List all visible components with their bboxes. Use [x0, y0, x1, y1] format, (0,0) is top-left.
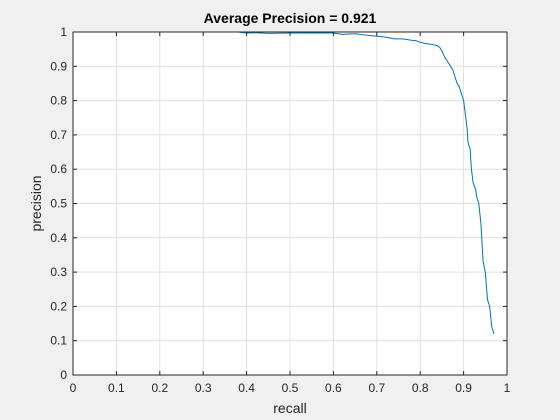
x-tick-label: 0.7 — [368, 381, 385, 395]
y-tick-label: 0.7 — [50, 128, 67, 142]
y-tick-label: 0.6 — [50, 162, 67, 176]
x-tick-label: 0.9 — [455, 381, 472, 395]
y-tick-label: 0.8 — [50, 94, 67, 108]
x-tick-label: 0.3 — [195, 381, 212, 395]
x-tick-label: 0.2 — [151, 381, 168, 395]
precision-recall-line — [73, 31, 495, 334]
y-tick-label: 0 — [60, 368, 67, 382]
plot-area — [73, 31, 495, 334]
y-tick-label: 0.9 — [50, 59, 67, 73]
chart-title: Average Precision = 0.921 — [204, 10, 377, 26]
x-tick-label: 0.1 — [108, 381, 125, 395]
x-tick-label: 0.8 — [412, 381, 429, 395]
x-tick-label: 1 — [504, 381, 511, 395]
y-tick-label: 0.4 — [50, 231, 67, 245]
ticks: 0 0.1 0.2 0.3 0.4 0.5 0.6 0.7 0.8 0.9 1 0 0.1 0.2 0.3 0… — [50, 25, 510, 395]
y-tick-label: 0.5 — [50, 197, 67, 211]
x-axis-label: recall — [273, 400, 306, 416]
y-tick-label: 0.3 — [50, 265, 67, 279]
x-tick-label: 0.6 — [325, 381, 342, 395]
x-tick-label: 0.5 — [282, 381, 299, 395]
y-tick-label: 1 — [60, 25, 67, 39]
y-tick-label: 0.2 — [50, 299, 67, 313]
x-tick-label: 0.4 — [238, 381, 255, 395]
y-axis-label: precision — [28, 175, 44, 231]
y-tick-label: 0.1 — [50, 334, 67, 348]
x-tick-label: 0 — [70, 381, 77, 395]
